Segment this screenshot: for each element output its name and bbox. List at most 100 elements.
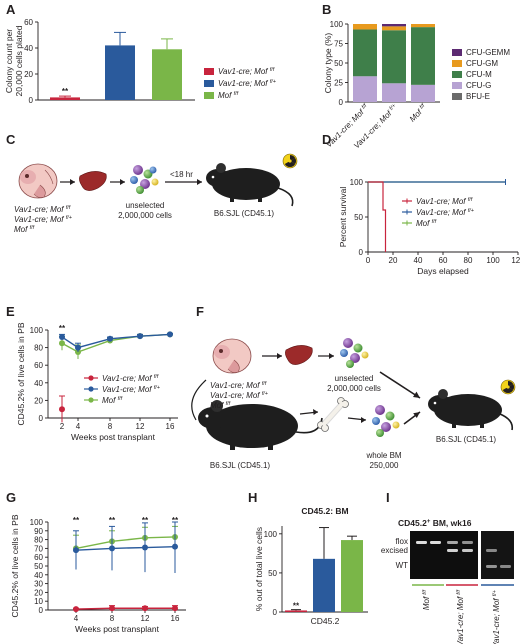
stacked-bar-segment xyxy=(411,84,435,102)
panel-c-recipient-label: B6.SJL (CD45.1) xyxy=(214,209,275,218)
stacked-bar-segment xyxy=(382,26,406,31)
y-tick-label: 80 xyxy=(34,344,43,353)
panel-e-engraftment-chart: 0 20 40 60 80 100 2 4 8 12 16 Weeks post transplant… xyxy=(16,322,178,442)
y-axis-label: Percent survival xyxy=(338,187,348,248)
data-point xyxy=(107,335,113,342)
stacked-bar-segment xyxy=(411,24,435,28)
embryo-icon xyxy=(18,163,58,199)
cells-cluster-icon xyxy=(340,338,369,368)
y-tick-label: 0 xyxy=(359,248,364,257)
y-tick-label: 75 xyxy=(334,40,343,49)
y-tick-label: 20 xyxy=(34,396,43,405)
panel-label-c: C xyxy=(6,132,16,147)
x-tick-label: 4 xyxy=(76,422,81,431)
stacked-bar-segment xyxy=(353,76,377,102)
y-axis-label: CD45.2% of live cells in PB xyxy=(16,322,26,425)
legend-label: Vav1-cre; Mof f/+ xyxy=(218,79,277,88)
data-point xyxy=(142,605,148,612)
survival-line xyxy=(368,181,387,252)
stacked-bar-segment xyxy=(382,30,406,84)
panel-label-a: A xyxy=(6,2,16,17)
liver-icon xyxy=(285,345,313,365)
gel-band-excised xyxy=(462,549,473,552)
significance-label: ** xyxy=(62,87,69,96)
x-tick-label: 2 xyxy=(60,422,65,431)
gel-band-wt xyxy=(500,565,511,568)
x-tick-label: 40 xyxy=(414,256,423,265)
x-tick-label: 8 xyxy=(110,614,115,623)
x-tick-label: 120 xyxy=(511,256,520,265)
stacked-bar-segment xyxy=(382,24,406,27)
genotype-label: Mof f/f xyxy=(14,225,35,234)
gel-band-excised xyxy=(486,549,497,552)
x-axis-label: Days elapsed xyxy=(417,266,469,276)
cells-cluster-icon xyxy=(130,165,159,194)
gel-lane-label: Vav1-cre; Mof f/f xyxy=(456,590,465,644)
bm-cells-cluster-icon xyxy=(372,405,400,437)
panel-label-b: B xyxy=(322,2,331,17)
data-point xyxy=(109,545,115,552)
gel-lane-label: Vav1-cre; Mof f/+ xyxy=(492,589,501,644)
gel-lane-label: Mof f/f xyxy=(422,590,431,611)
y-tick-label: 90 xyxy=(34,527,43,536)
y-tick-label: 20 xyxy=(24,70,33,79)
legend-label: BFU-E xyxy=(466,92,490,101)
panel-label-g: G xyxy=(6,490,16,505)
gel-lane-labels: Mof f/f Vav1-cre; Mof f/f Vav1-cre; Mof f/… xyxy=(412,584,514,644)
data-point xyxy=(172,543,178,550)
panel-f-donor-label: B6.SJL (CD45.1) xyxy=(210,461,271,470)
x-tick-label: 4 xyxy=(74,614,79,623)
x-axis-label: Weeks post transplant xyxy=(71,432,156,442)
y-tick-label: 0 xyxy=(39,606,44,615)
x-tick-label: 12 xyxy=(136,422,145,431)
y-tick-label: 60 xyxy=(34,361,43,370)
y-tick-label: 30 xyxy=(34,580,43,589)
data-point xyxy=(59,340,65,347)
panel-f-schematic: unselected 2,000,000 cells B6.SJL (CD45.… xyxy=(191,338,516,470)
gel-band-flox xyxy=(447,541,458,544)
y-axis-label: Colony type (%) xyxy=(323,33,333,94)
legend-label: Vav1-cre; Mof f/f xyxy=(416,197,473,206)
radiation-icon xyxy=(500,379,516,395)
genotype-label: Vav1-cre; Mof f/+ xyxy=(210,391,269,400)
gel-bands xyxy=(416,541,511,568)
panel-c-cells-label-2: 2,000,000 cells xyxy=(118,211,172,220)
x-tick-label: 0 xyxy=(366,256,371,265)
panel-label-h: H xyxy=(248,490,257,505)
panel-label-e: E xyxy=(6,304,15,319)
panel-label-d: D xyxy=(322,132,331,147)
gel-band-excised xyxy=(447,549,458,552)
significance-label: ** xyxy=(142,516,149,525)
y-tick-label: 0 xyxy=(39,414,44,423)
significance-label: ** xyxy=(293,602,300,611)
y-axis-label: Colony count per xyxy=(4,29,14,93)
genotype-label: Vav1-cre; Mof f/f xyxy=(210,381,267,390)
y-tick-label: 20 xyxy=(34,588,43,597)
bar xyxy=(50,97,80,100)
y-tick-label: 100 xyxy=(350,178,364,187)
x-axis-label: Weeks post transplant xyxy=(75,624,160,634)
gel-image-left xyxy=(410,531,478,579)
legend-label: Mof f/f xyxy=(102,396,123,405)
panel-f-recipient-label: B6.SJL (CD45.1) xyxy=(436,435,497,444)
legend-swatch xyxy=(204,68,214,75)
genotype-label: Vav1-cre; Mof f/f xyxy=(14,205,71,214)
gel-band-label-excised: excised xyxy=(381,546,408,555)
panel-a-legend: Vav1-cre; Mof f/f Vav1-cre; Mof f/+ Mof f/… xyxy=(204,67,277,100)
data-point xyxy=(172,605,178,612)
data-point xyxy=(137,333,143,340)
data-point xyxy=(167,331,173,338)
legend-swatch-marker xyxy=(88,375,94,381)
x-tick-label: 60 xyxy=(439,256,448,265)
x-tick-label: 16 xyxy=(166,422,175,431)
y-tick-label: 50 xyxy=(334,59,343,68)
y-tick-label: 100 xyxy=(264,530,278,539)
legend-swatch xyxy=(204,80,214,87)
panel-b-colony-type-chart: 0 25 50 75 100 Colony type (%) CFU-GEMM CFU-GM C… xyxy=(323,20,510,150)
series-line xyxy=(75,607,175,610)
x-tick-label: 80 xyxy=(464,256,473,265)
bar xyxy=(105,45,135,100)
stacked-bar-segment xyxy=(382,83,406,102)
